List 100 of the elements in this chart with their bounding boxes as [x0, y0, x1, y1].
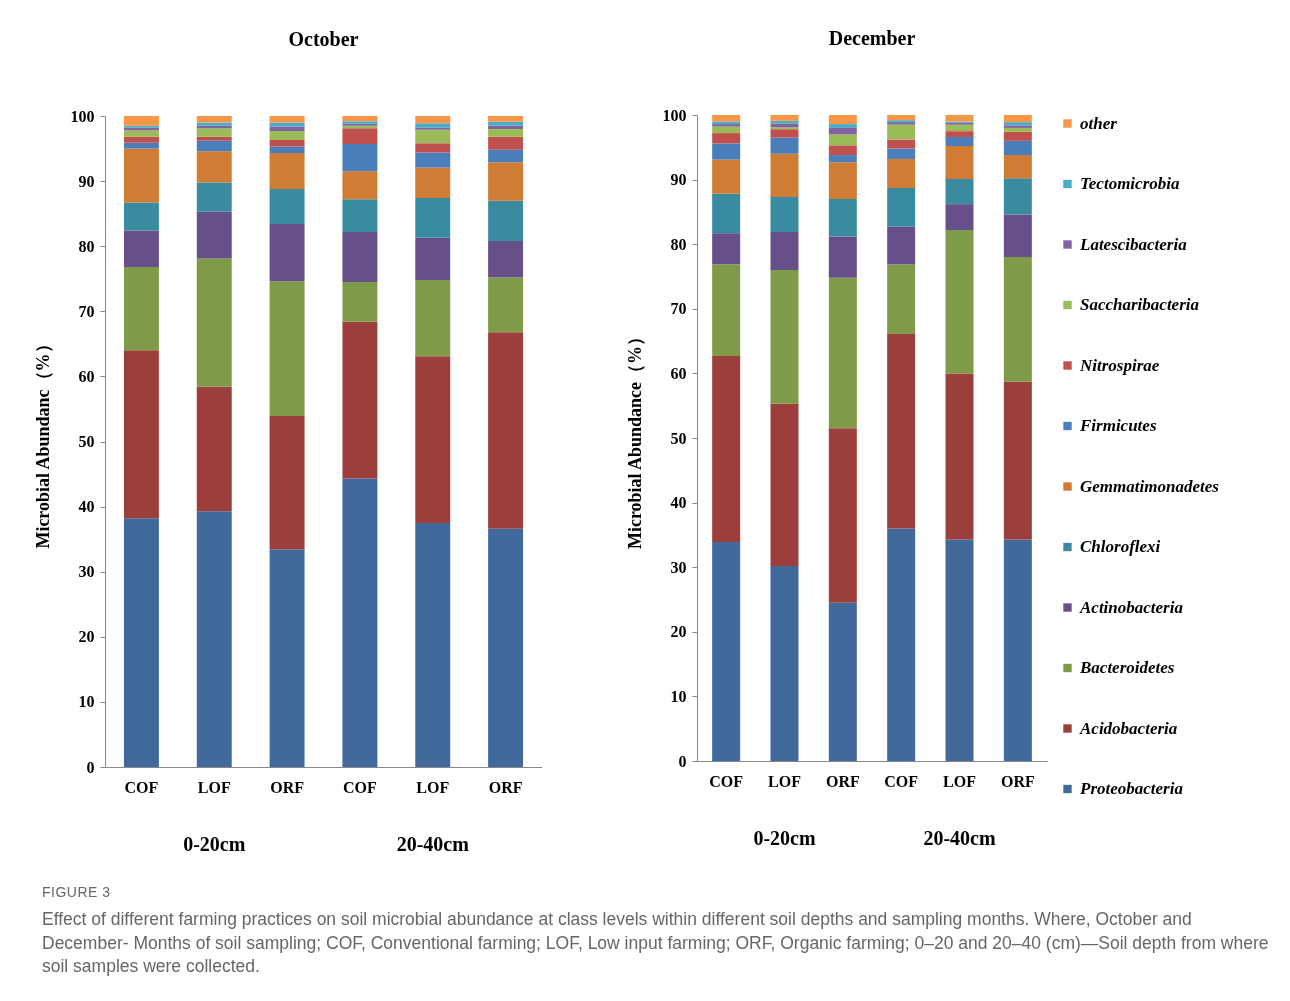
- bar: [887, 139, 916, 149]
- chart-title: October: [288, 28, 359, 50]
- y-tick-label: 90: [78, 172, 95, 190]
- y-tick-label: 30: [78, 563, 95, 581]
- bar: [488, 277, 524, 333]
- legend-label: Actinobacteria: [1079, 597, 1184, 617]
- bar: [945, 124, 974, 132]
- bar: [488, 162, 524, 201]
- bar: [269, 153, 305, 189]
- bar: [269, 116, 305, 123]
- bar: [1003, 539, 1032, 761]
- bar: [887, 264, 916, 334]
- bar: [342, 199, 378, 232]
- y-tick-label: 40: [78, 498, 95, 516]
- bar: [488, 149, 524, 163]
- bar: [887, 226, 916, 265]
- bar: [488, 528, 524, 767]
- legend-label: Proteobacteria: [1079, 779, 1184, 798]
- bar: [1003, 155, 1032, 179]
- y-tick-label: 20: [78, 628, 95, 646]
- bar: [945, 178, 974, 205]
- bar: [123, 148, 159, 203]
- text: 20-40cm: [923, 827, 996, 850]
- bar: [342, 282, 378, 322]
- bar: [712, 133, 741, 144]
- bar: [945, 204, 974, 230]
- bar: [828, 115, 857, 125]
- y-tick-label: 80: [78, 237, 95, 255]
- bar: [123, 230, 159, 268]
- bar: [488, 200, 524, 241]
- bar: [1003, 381, 1032, 540]
- bar: [415, 522, 451, 767]
- bar: [828, 134, 857, 146]
- x-tick-label: ORF: [488, 778, 523, 796]
- bar: [887, 333, 916, 529]
- legend-label: Gemmatimonadetes: [1080, 476, 1220, 496]
- x-tick-label: COF: [884, 772, 919, 790]
- x-tick-label: ORF: [1000, 772, 1035, 790]
- y-tick-label: 50: [670, 429, 687, 447]
- bar: [415, 237, 451, 281]
- bar: [123, 267, 159, 351]
- y-tick-label: 100: [662, 106, 687, 124]
- bar: [196, 128, 232, 137]
- bar: [196, 136, 232, 141]
- bar: [269, 140, 305, 147]
- bar: [415, 123, 451, 128]
- bar: [770, 231, 799, 271]
- y-tick-label: 20: [670, 623, 687, 641]
- bar: [269, 146, 305, 154]
- bar: [887, 528, 916, 761]
- legend-label: Bacteroidetes: [1079, 658, 1175, 677]
- bar: [415, 116, 451, 124]
- bar: [828, 124, 857, 128]
- bar: [712, 115, 741, 122]
- bar: [1003, 127, 1032, 132]
- legend-label: Chloroflexi: [1080, 537, 1161, 556]
- y-axis-title: Microbial Abundance（%）: [624, 327, 645, 550]
- bar: [1003, 178, 1032, 215]
- bar: [488, 136, 524, 150]
- bar: [269, 416, 305, 550]
- bar: [123, 202, 159, 231]
- bar: [415, 356, 451, 523]
- x-tick-label: ORF: [825, 772, 860, 790]
- legend-label: Firmicutes: [1079, 416, 1157, 435]
- bar: [123, 350, 159, 519]
- chart-title: December: [828, 27, 916, 49]
- x-tick-label: COF: [343, 778, 378, 796]
- bar: [945, 115, 974, 122]
- x-tick-label: LOF: [416, 778, 450, 796]
- y-tick-label: 50: [78, 433, 95, 450]
- y-axis-title: Microbial Abundanc（%）: [32, 335, 53, 549]
- bar: [196, 182, 232, 212]
- bar: [1003, 257, 1032, 382]
- bar: [712, 542, 741, 761]
- bar: [342, 128, 378, 144]
- bar: [415, 167, 451, 199]
- bar: [415, 152, 451, 168]
- y-tick-label: 30: [670, 558, 687, 576]
- y-tick-label: 60: [670, 364, 687, 382]
- bar: [342, 171, 378, 200]
- bar: [712, 233, 741, 265]
- bar: [269, 281, 305, 417]
- x-tick-label: COF: [124, 778, 159, 796]
- bar: [196, 140, 232, 152]
- bar: [887, 148, 916, 159]
- bar: [269, 130, 305, 141]
- legend-label: Tectomicrobia: [1080, 174, 1180, 193]
- bar: [887, 124, 916, 140]
- y-tick-label: 60: [78, 367, 95, 385]
- bar: [828, 162, 857, 199]
- bar: [945, 539, 974, 761]
- bar: [1003, 140, 1032, 156]
- legend-label: Nitrospirae: [1079, 355, 1160, 375]
- bar: [269, 224, 305, 282]
- bar: [828, 145, 857, 156]
- bar: [770, 129, 799, 138]
- bar: [415, 129, 451, 144]
- bar: [887, 115, 916, 121]
- y-tick-label: 40: [670, 494, 687, 512]
- bar: [342, 231, 378, 283]
